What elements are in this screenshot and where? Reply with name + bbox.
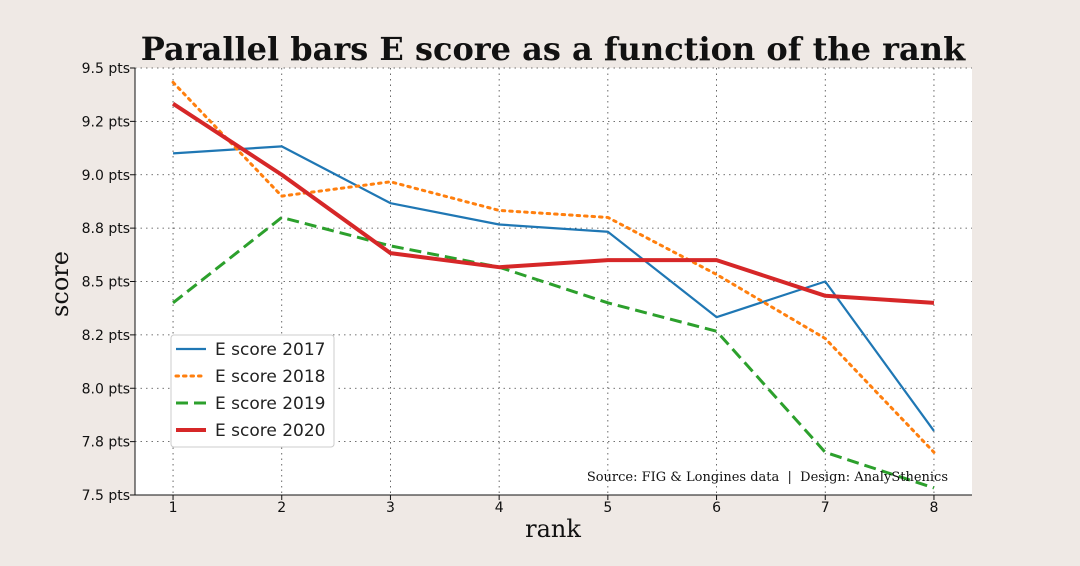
legend-label-3: E score 2019: [215, 394, 326, 414]
x-tick-label: 4: [495, 500, 504, 516]
chart-title: Parallel bars E score as a function of t…: [141, 30, 966, 68]
legend-label-4: E score 2020: [215, 421, 326, 441]
legend-label-1: E score 2017: [215, 340, 326, 360]
legend-label-2: E score 2018: [215, 367, 326, 387]
x-axis-label: rank: [525, 515, 581, 543]
axes: 7.5 pts 7.8 pts 8.0 pts 8.2 pts 8.5 pts 8.8 p…: [82, 61, 972, 516]
y-tick-label: 7.8 pts: [82, 435, 130, 451]
series-line-4: [171, 101, 935, 305]
y-tick-label: 9.5 pts: [82, 61, 130, 77]
y-tick-label: 8.8 pts: [82, 221, 130, 237]
series-layer: [171, 80, 936, 490]
series-line-3: [172, 215, 935, 490]
y-tick-label: 7.5 pts: [82, 488, 130, 504]
x-tick-label: 7: [821, 500, 830, 516]
series-line-2: [171, 80, 936, 454]
y-tick-label: 8.5 pts: [82, 275, 130, 291]
y-tick-label: 8.2 pts: [82, 328, 130, 344]
x-tick-label: 1: [169, 500, 178, 516]
source-note: Source: FIG & Longines data | Design: An…: [587, 470, 948, 485]
legend: E score 2017 E score 2018 E score 2019 E sc…: [170, 334, 335, 448]
series-line-1: [172, 145, 935, 432]
legend-box: [170, 334, 335, 448]
y-axis-label: score: [46, 251, 74, 317]
x-tick-label: 6: [712, 500, 721, 516]
y-tick-label: 8.0 pts: [82, 381, 130, 397]
x-tick-label: 2: [277, 500, 286, 516]
y-tick-label: 9.2 pts: [82, 114, 130, 130]
x-tick-label: 8: [929, 500, 938, 516]
x-tick-label: 3: [386, 500, 395, 516]
y-tick-label: 9.0 pts: [82, 168, 130, 184]
x-tick-label: 5: [603, 500, 612, 516]
